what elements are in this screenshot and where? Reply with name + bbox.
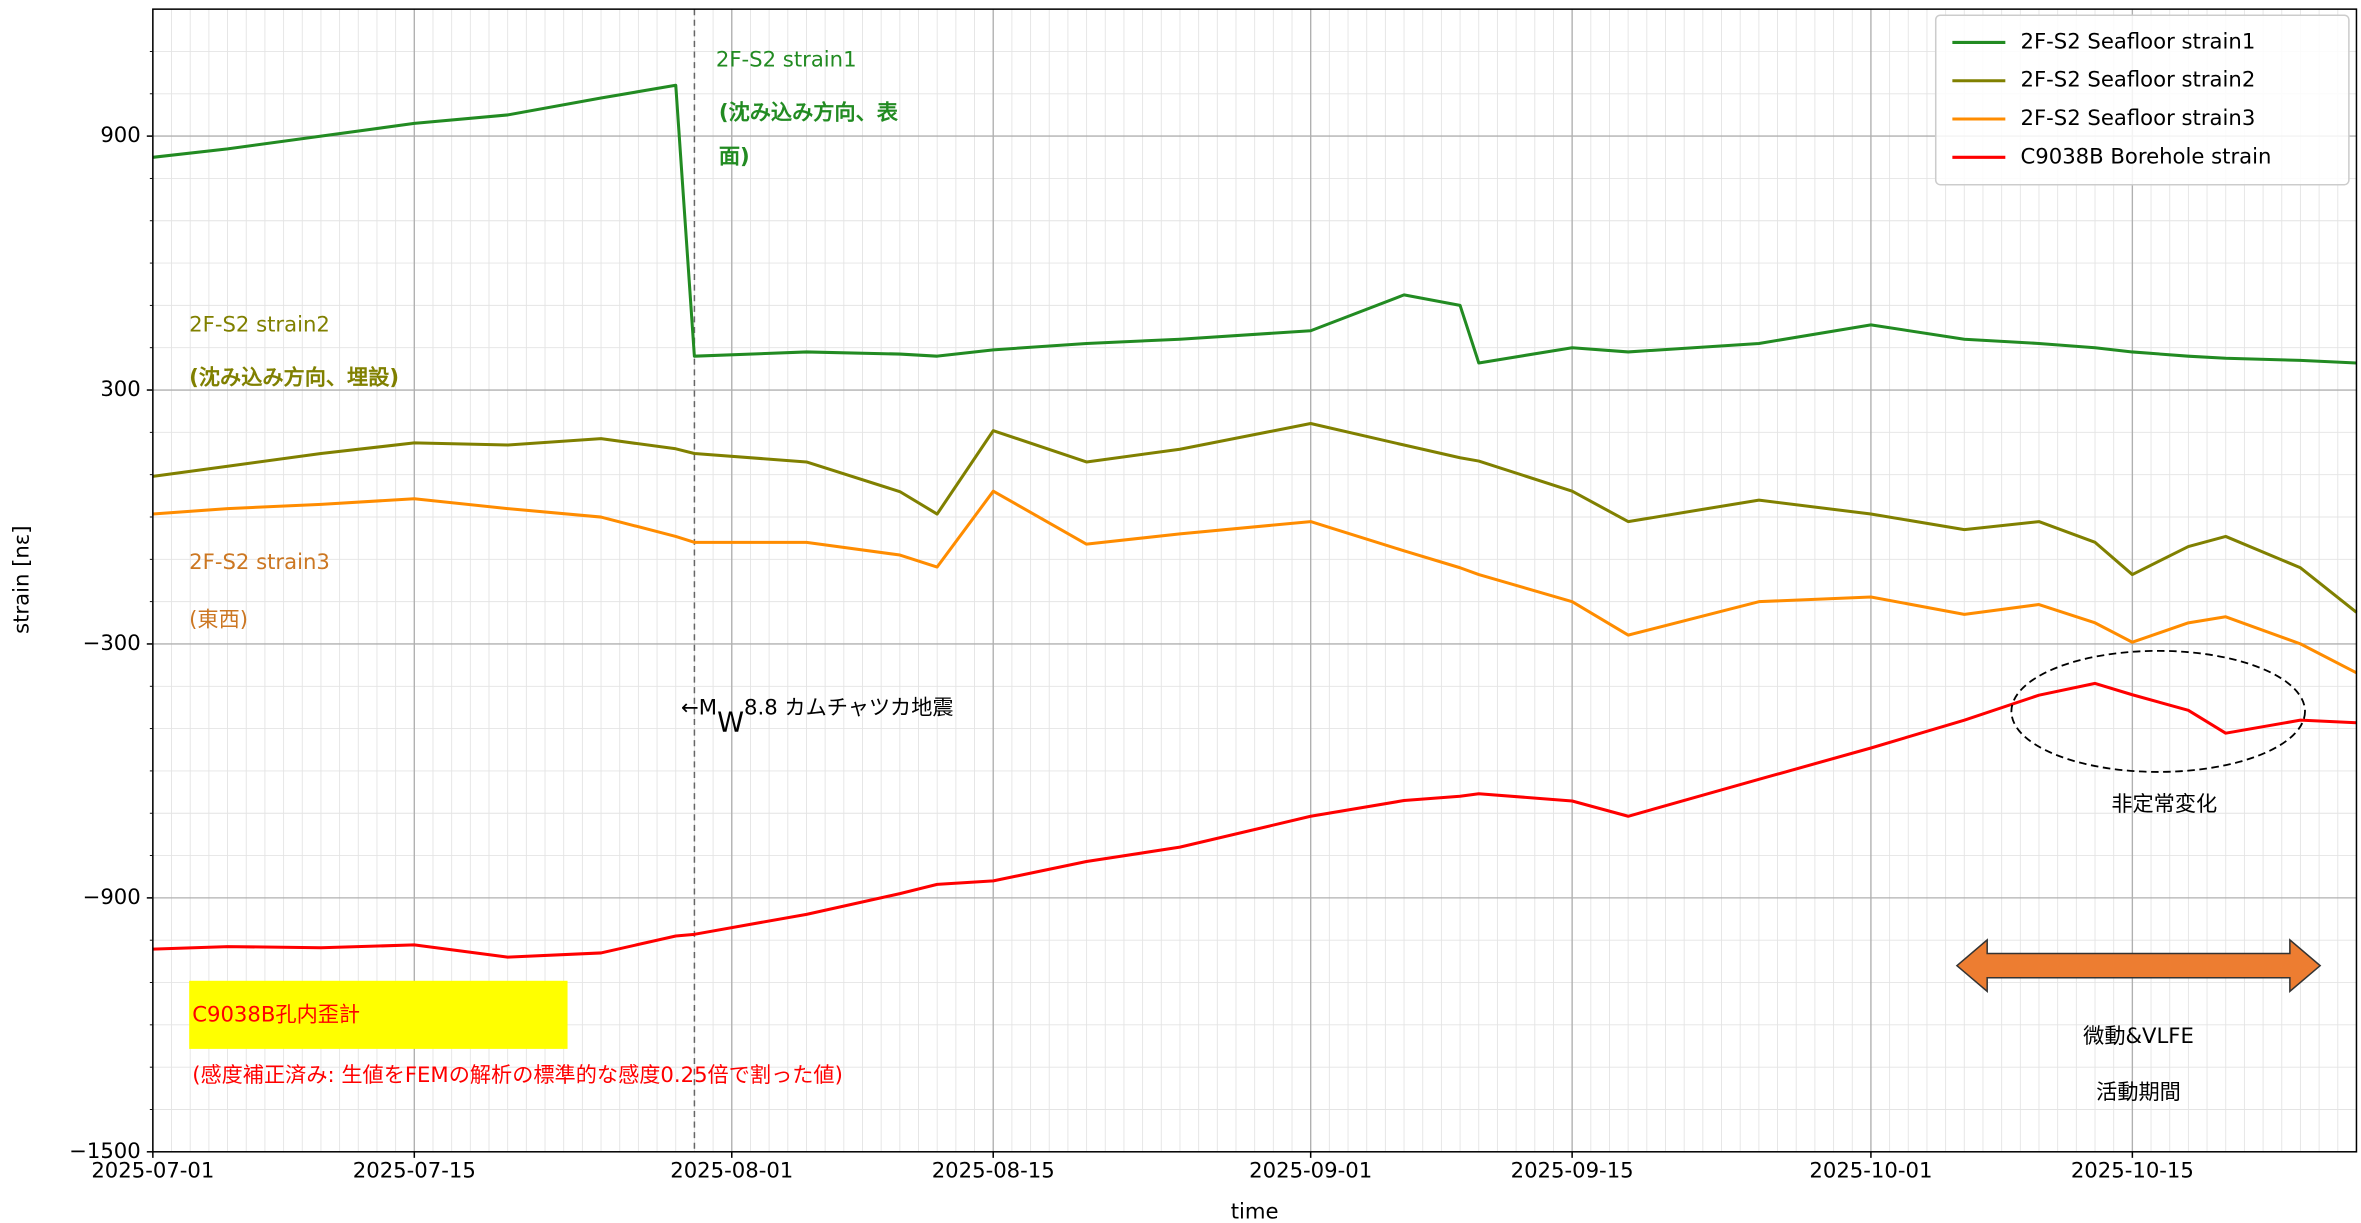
annotation: (沈み込み方向、埋設) (189, 364, 399, 389)
annotation: (感度補正済み: 生値をFEMの解析の標準的な感度0.25倍で割った値) (192, 1062, 843, 1087)
series-line (152, 422, 2358, 614)
annotation: 2F-S2 strain2 (189, 311, 330, 336)
x-tick-label: 2025-09-15 (1511, 1157, 1634, 1182)
annotation-part: 8.8 カムチャツカ地震 (744, 694, 954, 719)
annotation: ←MW8.8 カムチャツカ地震 (681, 694, 954, 738)
series-line (152, 489, 2358, 675)
series-line (152, 681, 2357, 959)
y-tick-label: −300 (83, 630, 141, 655)
x-tick-label: 2025-09-01 (1249, 1157, 1372, 1182)
annotation: 微動&VLFE (2083, 1023, 2194, 1048)
annotation: 2F-S2 strain3 (189, 549, 330, 574)
series-line (152, 83, 2357, 365)
annotation-part: W (717, 707, 744, 738)
x-tick-label: 2025-08-15 (932, 1157, 1055, 1182)
legend-box (1934, 14, 2350, 186)
y-tick-label: 300 (100, 376, 140, 401)
x-tick-label: 2025-08-01 (670, 1157, 793, 1182)
legend-label: 2F-S2 Seafloor strain3 (2020, 105, 2255, 130)
annotation: (東西) (189, 607, 248, 632)
x-tick-label: 2025-10-15 (2071, 1157, 2194, 1182)
annotation: 活動期間 (2096, 1079, 2181, 1104)
label-highlight (189, 980, 568, 1049)
annotation: C9038B孔内歪計 (192, 1002, 360, 1027)
annotation: 2F-S2 strain1 (716, 47, 857, 72)
legend-label: 2F-S2 Seafloor strain2 (2020, 67, 2255, 92)
x-tick-label: 2025-10-01 (1809, 1157, 1932, 1182)
x-tick-label: 2025-07-01 (91, 1157, 214, 1182)
annotation: (沈み込み方向、表 (719, 100, 899, 125)
x-tick-label: 2025-07-15 (353, 1157, 476, 1182)
plot-frame (152, 8, 2358, 1153)
annotation: 面) (719, 143, 750, 168)
legend-label: C9038B Borehole strain (2020, 143, 2271, 168)
y-tick-label: −900 (83, 884, 141, 909)
y-axis-label: strain [nε] (9, 525, 34, 633)
legend: 2F-S2 Seafloor strain1 2F-S2 Seafloor str… (1934, 14, 2350, 186)
grid: −1500 −900 −300 300 900 2025-07-01 2025-07-15 2… (69, 9, 2357, 1182)
highlight-ellipse (2010, 649, 2306, 773)
x-axis-label: time (1231, 1198, 1279, 1223)
legend-label: 2F-S2 Seafloor strain1 (2020, 28, 2255, 53)
annotations: 2F-S2 strain1 (沈み込み方向、表面) 2F-S2 strain2 (沈み… (189, 47, 2322, 1104)
annotation-part: ←M (681, 694, 717, 719)
double-arrow (1955, 938, 2322, 994)
y-tick-label: 900 (100, 122, 140, 147)
y-tick-label: −1500 (69, 1138, 141, 1163)
plot (152, 9, 2358, 1152)
annotation: 非定常変化 (2111, 791, 2217, 816)
